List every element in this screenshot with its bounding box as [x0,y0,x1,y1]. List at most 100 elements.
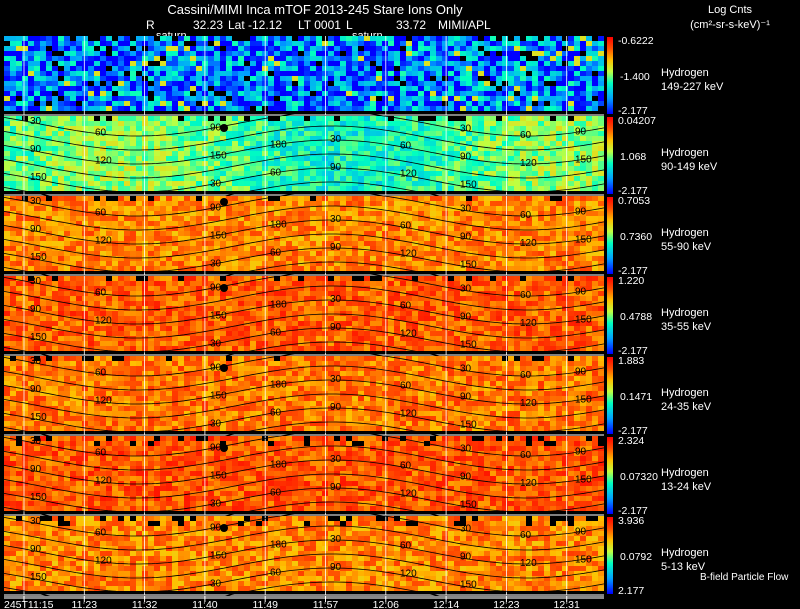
contour-line [3,153,605,179]
heatmap-cell [298,196,304,201]
heatmap-cell [244,131,250,136]
heatmap-cell [328,291,334,296]
heatmap-cell [70,126,76,131]
heatmap-cell [484,201,490,206]
heatmap-cell [598,251,604,256]
heatmap-cell [454,216,460,221]
heatmap-cell [298,41,304,46]
heatmap-cell [352,51,358,56]
heatmap-cell [580,211,586,216]
heatmap-cell [184,241,190,246]
heatmap-cell [562,241,568,246]
heatmap-cell [94,186,100,191]
heatmap-cell [88,166,94,171]
heatmap-cell [250,96,256,101]
heatmap-cell [454,281,460,286]
heatmap-cell [166,256,172,261]
heatmap-cell [136,256,142,261]
heatmap-cell [160,231,166,236]
heatmap-cell [454,186,460,191]
heatmap-cell [4,266,10,271]
heatmap-cell [238,246,244,251]
heatmap-cell [88,246,94,251]
heatmap-cell [382,116,388,121]
heatmap-cell [322,151,328,156]
heatmap-cell [430,266,436,271]
heatmap-cell [64,36,70,41]
heatmap-cell [304,221,310,226]
heatmap-cell [220,56,226,61]
heatmap-cell [70,286,76,291]
heatmap-cell [388,256,394,261]
heatmap-cell [148,166,154,171]
heatmap-cell [412,121,418,126]
heatmap-cell [250,76,256,81]
heatmap-cell [376,91,382,96]
heatmap-cell [106,256,112,261]
heatmap-cell [418,131,424,136]
heatmap-cell [364,281,370,286]
heatmap-cell [256,121,262,126]
heatmap-cell [64,171,70,176]
heatmap-cell [556,156,562,161]
heatmap-cell [112,71,118,76]
heatmap-cell [532,216,538,221]
heatmap-cell [28,291,34,296]
heatmap-cell [364,286,370,291]
heatmap-cell [238,51,244,56]
heatmap-cell [298,291,304,296]
heatmap-cell [256,281,262,286]
heatmap-cell [556,216,562,221]
heatmap-cell [436,226,442,231]
heatmap-cell [298,71,304,76]
heatmap-cell [586,266,592,271]
heatmap-cell [256,231,262,236]
heatmap-cell [226,241,232,246]
heatmap-cell [124,91,130,96]
heatmap-cell [28,156,34,161]
heatmap-cell [88,71,94,76]
heatmap-cell [334,121,340,126]
heatmap-cell [358,131,364,136]
heatmap-cell [70,181,76,186]
heatmap-cell [268,51,274,56]
heatmap-cell [538,146,544,151]
contour-label: 60 [520,130,532,141]
heatmap-cell [220,176,226,181]
heatmap-cell [214,116,220,121]
heatmap-cell [46,166,52,171]
heatmap-cell [64,116,70,121]
heatmap-cell [28,201,34,206]
heatmap-cell [280,106,286,111]
heatmap-cell [226,291,232,296]
heatmap-cell [574,261,580,266]
heatmap-cell [64,71,70,76]
heatmap-cell [466,151,472,156]
heatmap-cell [352,201,358,206]
heatmap-cell [514,51,520,56]
heatmap-cell [502,221,508,226]
heatmap-cell [544,86,550,91]
heatmap-cell [520,36,526,41]
heatmap-cell [478,196,484,201]
heatmap-cell [502,266,508,271]
heatmap-cell [526,236,532,241]
heatmap-cell [34,101,40,106]
heatmap-cell [220,291,226,296]
heatmap-cell [448,46,454,51]
heatmap-cell [328,216,334,221]
heatmap-cell [58,81,64,86]
heatmap-cell [310,116,316,121]
heatmap-cell [346,96,352,101]
heatmap-cell [556,206,562,211]
heatmap-cell [358,151,364,156]
heatmap-cell [10,96,16,101]
heatmap-cell [40,141,46,146]
heatmap-cell [520,76,526,81]
heatmap-cell [436,91,442,96]
heatmap-cell [298,91,304,96]
contour-labels: 3090150601209015030180603090601203090150… [30,116,592,191]
heatmap-cell [538,226,544,231]
heatmap-cell [286,146,292,151]
heatmap-cell [316,76,322,81]
